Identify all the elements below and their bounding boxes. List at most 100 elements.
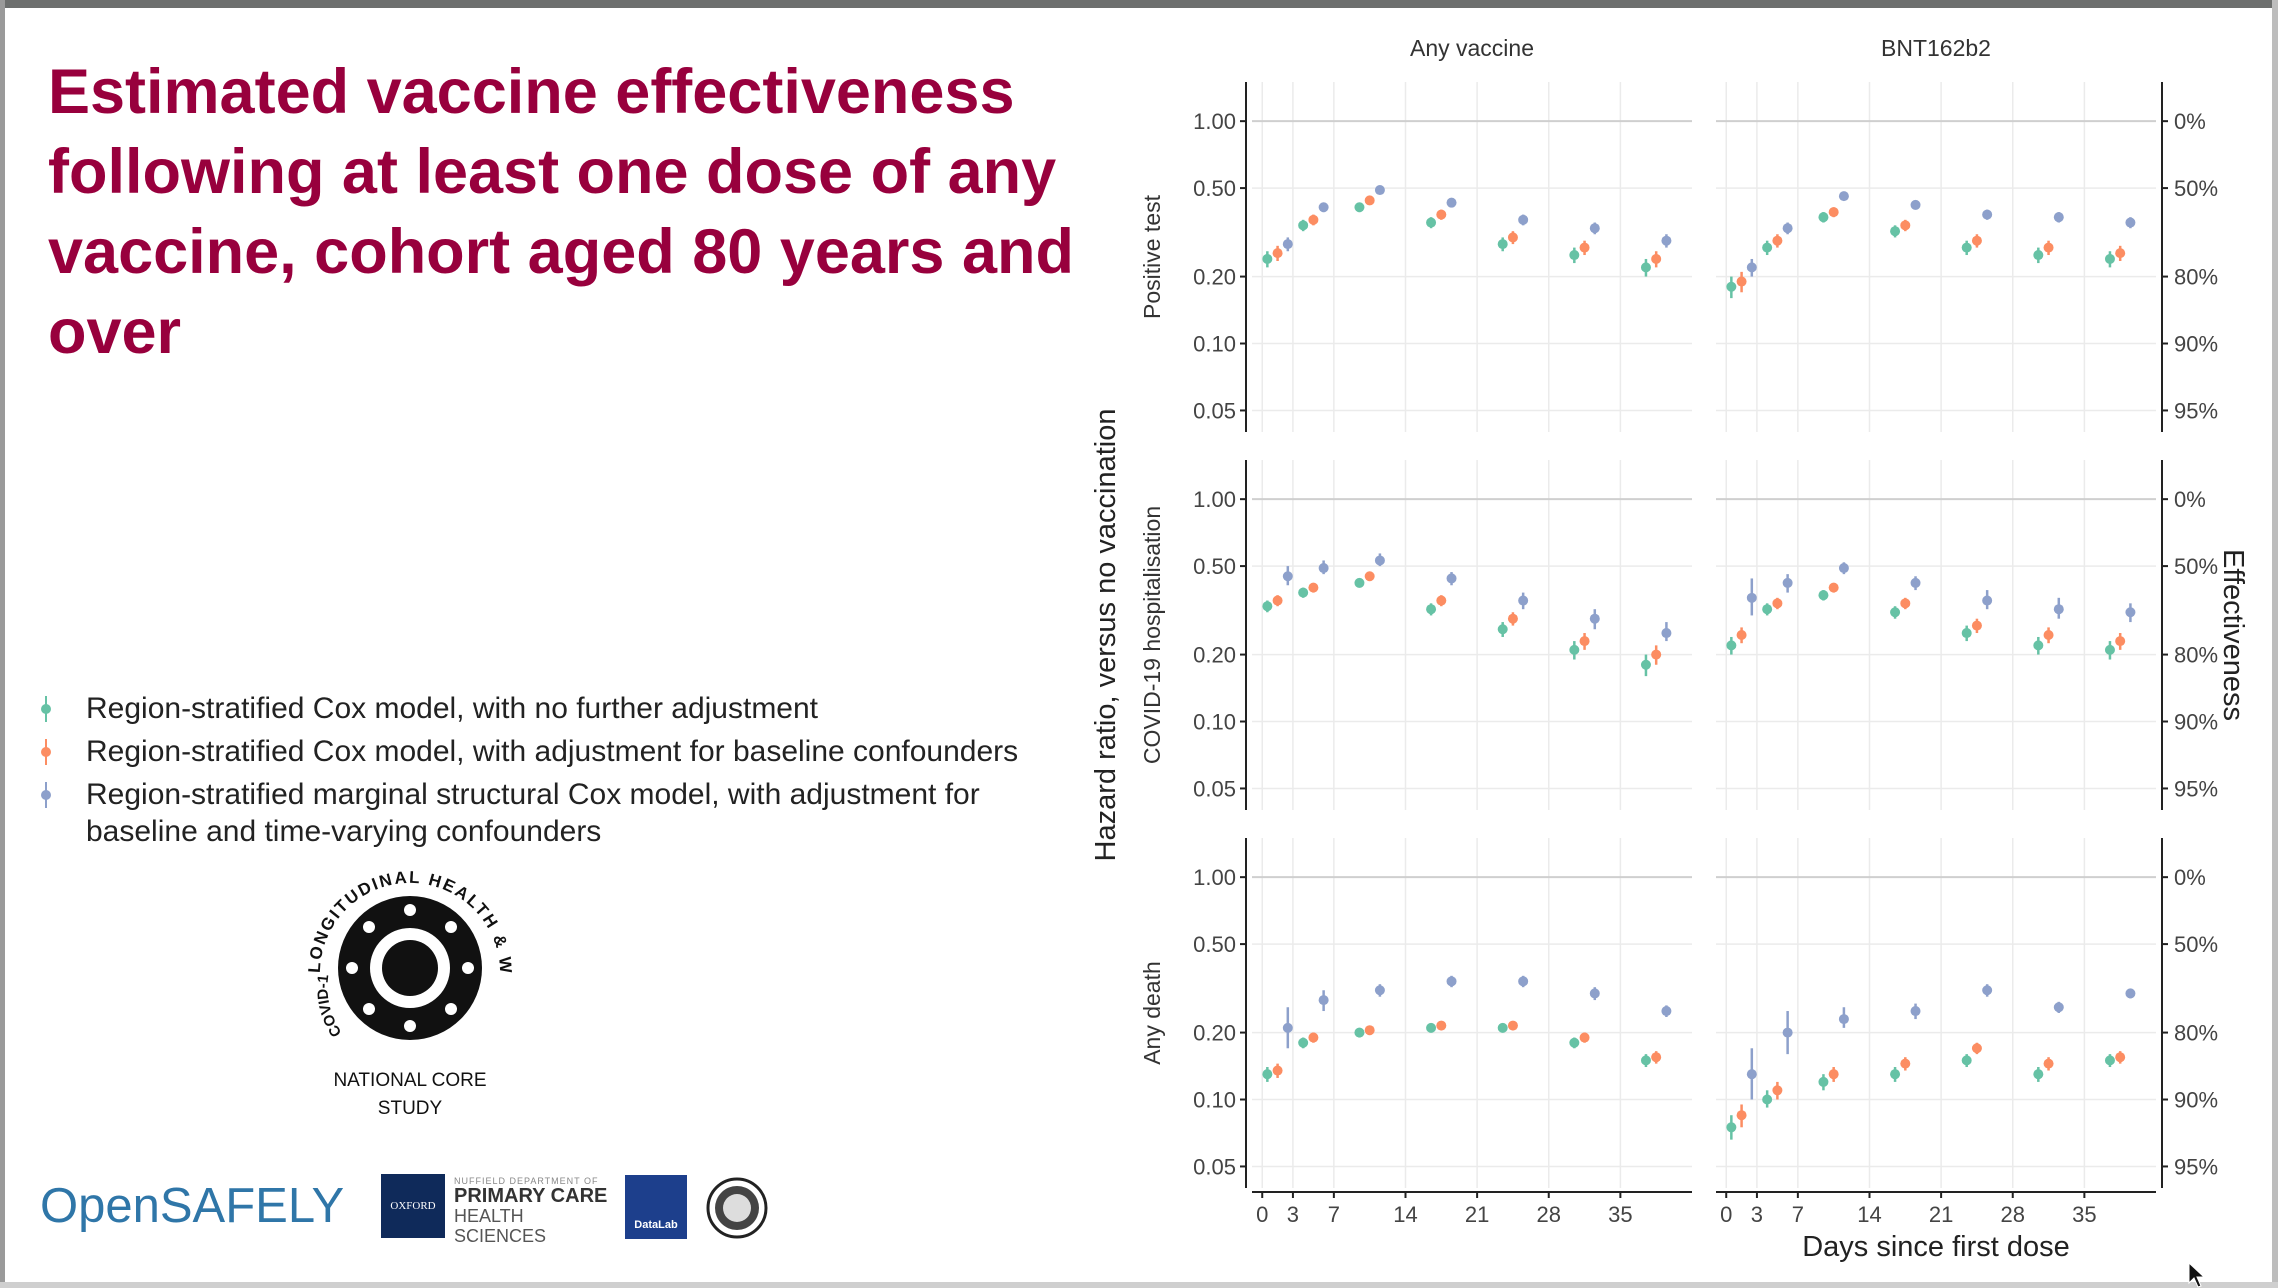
data-point-positive-test-any-vaccine-s0-0 (1262, 253, 1273, 264)
data-point-any-death-bnt162b2-s0-6 (2104, 1055, 2115, 1066)
data-point-any-death-bnt162b2-s2-2 (1838, 1014, 1849, 1025)
data-point-any-death-any-vaccine-s1-4 (1507, 1020, 1518, 1031)
data-point-positive-test-bnt162b2-s1-6 (2115, 248, 2126, 259)
data-point-any-death-any-vaccine-s2-6 (1661, 1006, 1672, 1017)
data-point-any-death-bnt162b2-s0-2 (1818, 1076, 1829, 1087)
x-tick-label-any-vaccine-5: 28 (1537, 1202, 1561, 1227)
y2-tick-label-any-death-1: 50% (2174, 932, 2218, 957)
x-tick-label-bnt162b2-5: 28 (2001, 1202, 2025, 1227)
y-tick-label-covid-19-hospitalisation-4: 0.05 (1193, 776, 1236, 801)
data-point-positive-test-bnt162b2-s0-5 (2033, 250, 2044, 261)
oxford-logo: OXFORD (381, 1174, 445, 1238)
effectiveness-chart: Any vaccine BNT162b2 1.00 0.50 0.20 0.10 0.05 0… (1090, 35, 2249, 1263)
data-point-covid-19-hospitalisation-bnt162b2-s2-3 (1910, 577, 1921, 588)
y-tick-label-any-death-3: 0.10 (1193, 1088, 1236, 1113)
data-point-covid-19-hospitalisation-any-vaccine-s0-3 (1426, 604, 1437, 615)
data-point-any-death-bnt162b2-s2-4 (1982, 985, 1993, 996)
data-point-positive-test-bnt162b2-s0-6 (2104, 253, 2115, 264)
data-point-positive-test-bnt162b2-s0-4 (1961, 242, 1972, 253)
y-tick-label-covid-19-hospitalisation-0: 1.00 (1193, 487, 1236, 512)
data-point-any-death-bnt162b2-s0-0 (1726, 1122, 1737, 1133)
y-tick-label-positive-test-2: 0.20 (1193, 265, 1236, 290)
x-tick-label-bnt162b2-0: 0 (1720, 1202, 1732, 1227)
data-point-covid-19-hospitalisation-any-vaccine-s1-6 (1651, 649, 1662, 660)
data-point-positive-test-bnt162b2-s0-1 (1762, 242, 1773, 253)
y-tick-label-positive-test-0: 1.00 (1193, 109, 1236, 134)
data-point-any-death-any-vaccine-s2-4 (1518, 976, 1529, 987)
data-point-covid-19-hospitalisation-any-vaccine-s2-0 (1282, 571, 1293, 582)
data-point-positive-test-any-vaccine-s2-4 (1518, 214, 1529, 225)
data-point-any-death-any-vaccine-s1-0 (1272, 1065, 1283, 1076)
data-point-positive-test-any-vaccine-s1-0 (1272, 248, 1283, 259)
data-point-any-death-bnt162b2-s0-4 (1961, 1055, 1972, 1066)
data-point-positive-test-any-vaccine-s2-5 (1589, 223, 1600, 234)
data-point-positive-test-bnt162b2-s1-5 (2043, 242, 2054, 253)
data-point-covid-19-hospitalisation-bnt162b2-s0-1 (1762, 604, 1773, 615)
data-point-positive-test-any-vaccine-s2-1 (1318, 202, 1329, 213)
legend-label-unadjusted: Region-stratified Cox model, with no fur… (86, 692, 819, 725)
data-point-any-death-any-vaccine-s2-0 (1282, 1022, 1293, 1033)
chart-legend: Region-stratified Cox model, with no fur… (36, 690, 1096, 856)
y2-tick-label-any-death-3: 90% (2174, 1088, 2218, 1113)
data-point-covid-19-hospitalisation-any-vaccine-s0-5 (1569, 644, 1580, 655)
data-point-any-death-bnt162b2-s0-1 (1762, 1094, 1773, 1105)
data-point-positive-test-bnt162b2-s1-3 (1900, 220, 1911, 231)
facet-row-label-positive-test: Positive test (1139, 194, 1165, 319)
data-point-covid-19-hospitalisation-bnt162b2-s1-1 (1772, 598, 1783, 609)
data-point-positive-test-any-vaccine-s1-2 (1364, 195, 1375, 206)
window-top-bar (0, 0, 2278, 8)
data-point-covid-19-hospitalisation-any-vaccine-s2-2 (1374, 555, 1385, 566)
y2-tick-label-covid-19-hospitalisation-3: 90% (2174, 710, 2218, 735)
data-point-any-death-any-vaccine-s1-6 (1651, 1052, 1662, 1063)
data-point-positive-test-bnt162b2-s2-1 (1782, 223, 1793, 234)
data-point-covid-19-hospitalisation-any-vaccine-s1-5 (1579, 636, 1590, 647)
ncs-left-text: COVID-19 (270, 858, 345, 1040)
window-bottom-border (0, 1282, 2278, 1288)
legend-label-msm: Region-stratified marginal structural Co… (86, 778, 980, 848)
data-point-any-death-bnt162b2-s1-4 (1971, 1043, 1982, 1054)
data-point-any-death-bnt162b2-s1-0 (1736, 1110, 1747, 1121)
data-point-any-death-any-vaccine-s1-5 (1579, 1032, 1590, 1043)
data-point-positive-test-any-vaccine-s0-6 (1640, 262, 1651, 273)
data-point-covid-19-hospitalisation-bnt162b2-s0-2 (1818, 590, 1829, 601)
data-point-covid-19-hospitalisation-bnt162b2-s1-0 (1736, 629, 1747, 640)
data-point-covid-19-hospitalisation-any-vaccine-s2-5 (1589, 613, 1600, 624)
data-point-any-death-any-vaccine-s0-3 (1426, 1022, 1437, 1033)
data-point-any-death-any-vaccine-s2-3 (1446, 976, 1457, 987)
data-point-covid-19-hospitalisation-any-vaccine-s0-1 (1298, 587, 1309, 598)
y2-tick-label-covid-19-hospitalisation-1: 50% (2174, 554, 2218, 579)
national-core-study-logo: LONGITUDINAL HEALTH & WELLBEING COVID-19… (270, 858, 513, 1119)
data-point-covid-19-hospitalisation-bnt162b2-s1-6 (2115, 636, 2126, 647)
y-tick-label-any-death-0: 1.00 (1193, 865, 1236, 890)
opensafely-logo: OpenSAFELY (40, 1179, 345, 1233)
y-tick-label-positive-test-1: 0.50 (1193, 176, 1236, 201)
data-point-any-death-any-vaccine-s2-1 (1318, 995, 1329, 1006)
facet-row-label-covid-19-hospitalisation: COVID-19 hospitalisation (1139, 506, 1165, 764)
data-point-covid-19-hospitalisation-any-vaccine-s1-4 (1507, 613, 1518, 624)
y2-tick-label-any-death-0: 0% (2174, 865, 2206, 890)
data-point-positive-test-bnt162b2-s2-0 (1746, 262, 1757, 273)
data-point-covid-19-hospitalisation-bnt162b2-s2-0 (1746, 592, 1757, 603)
data-point-positive-test-any-vaccine-s1-3 (1436, 209, 1447, 220)
data-point-any-death-bnt162b2-s0-3 (1890, 1069, 1901, 1080)
data-point-positive-test-bnt162b2-s2-3 (1910, 199, 1921, 210)
facet-header-bnt162b2: BNT162b2 (1881, 35, 1991, 61)
data-point-positive-test-bnt162b2-s2-5 (2053, 212, 2064, 223)
slide-title: Estimated vaccine effectiveness followin… (48, 57, 1074, 367)
data-point-covid-19-hospitalisation-bnt162b2-s0-6 (2104, 644, 2115, 655)
y2-tick-label-positive-test-4: 95% (2174, 398, 2218, 423)
data-point-covid-19-hospitalisation-any-vaccine-s1-1 (1308, 582, 1319, 593)
data-point-covid-19-hospitalisation-bnt162b2-s2-2 (1838, 563, 1849, 574)
x-tick-label-any-vaccine-4: 21 (1465, 1202, 1489, 1227)
data-point-any-death-any-vaccine-s1-2 (1364, 1025, 1375, 1036)
data-point-positive-test-any-vaccine-s2-3 (1446, 197, 1457, 208)
data-point-covid-19-hospitalisation-any-vaccine-s0-6 (1640, 659, 1651, 670)
x-tick-label-bnt162b2-1: 3 (1751, 1202, 1763, 1227)
data-point-covid-19-hospitalisation-any-vaccine-s0-2 (1354, 577, 1365, 588)
data-point-covid-19-hospitalisation-any-vaccine-s1-0 (1272, 595, 1283, 606)
y-tick-label-covid-19-hospitalisation-1: 0.50 (1193, 554, 1236, 579)
svg-text:COVID-19: COVID-19 (270, 858, 345, 1040)
data-point-any-death-any-vaccine-s1-3 (1436, 1020, 1447, 1031)
data-point-covid-19-hospitalisation-any-vaccine-s2-4 (1518, 595, 1529, 606)
data-point-any-death-any-vaccine-s0-5 (1569, 1037, 1580, 1048)
